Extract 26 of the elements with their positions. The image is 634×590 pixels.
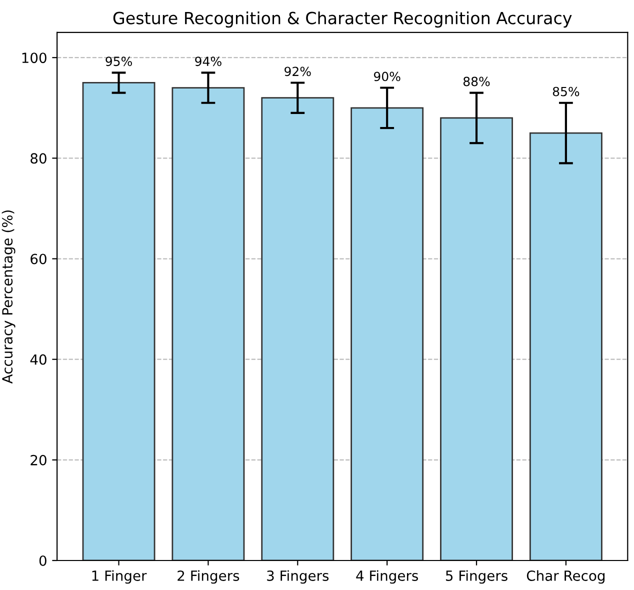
x-tick-label: 2 Fingers <box>178 570 240 584</box>
bar <box>350 107 424 560</box>
x-tick-label: 5 Fingers <box>446 570 508 584</box>
bar <box>261 97 334 560</box>
data-label: 95% <box>106 56 132 66</box>
bar <box>440 117 513 560</box>
chart-title: Gesture Recognition & Character Recognition Accuracy <box>113 11 572 28</box>
x-tick-label: 4 Fingers <box>356 570 418 584</box>
y-tick-label: 60 <box>30 254 46 264</box>
data-label: 88% <box>463 76 490 86</box>
x-tick-label: 3 Fingers <box>267 570 329 584</box>
y-axis-title: Accuracy Percentage (%) <box>2 210 16 384</box>
bar <box>82 82 156 560</box>
bar <box>529 132 602 560</box>
data-label: 92% <box>284 66 311 76</box>
y-tick-label: 100 <box>22 52 46 64</box>
data-label: 94% <box>195 56 222 66</box>
y-tick-label: 0 <box>39 555 46 566</box>
x-tick-label: 1 Finger <box>92 570 147 584</box>
data-label: 90% <box>374 72 400 82</box>
y-tick-label: 20 <box>30 454 46 466</box>
y-tick-label: 80 <box>30 153 46 164</box>
data-label: 85% <box>552 86 580 96</box>
x-tick-label: Char Recog <box>526 570 605 584</box>
y-tick-label: 40 <box>30 354 46 365</box>
bar <box>172 87 245 560</box>
